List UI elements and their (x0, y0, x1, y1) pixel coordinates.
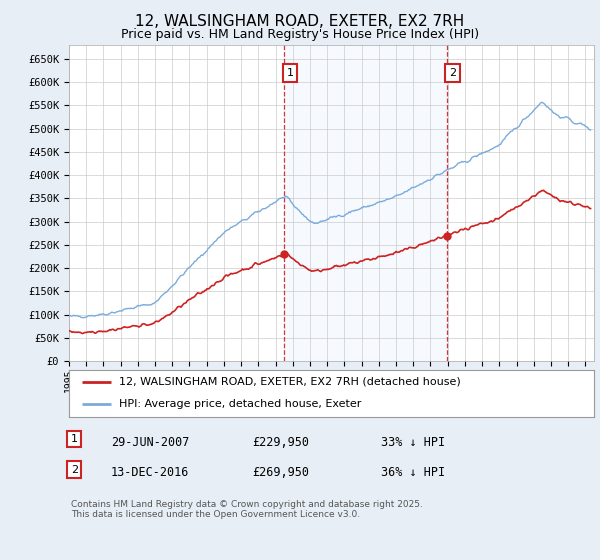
Text: 12, WALSINGHAM ROAD, EXETER, EX2 7RH (detached house): 12, WALSINGHAM ROAD, EXETER, EX2 7RH (de… (119, 376, 461, 386)
Text: 29-JUN-2007: 29-JUN-2007 (111, 436, 190, 449)
Text: £269,950: £269,950 (252, 466, 309, 479)
Text: 1: 1 (287, 68, 293, 78)
Text: 12, WALSINGHAM ROAD, EXETER, EX2 7RH: 12, WALSINGHAM ROAD, EXETER, EX2 7RH (136, 14, 464, 29)
Text: £229,950: £229,950 (252, 436, 309, 449)
Text: HPI: Average price, detached house, Exeter: HPI: Average price, detached house, Exet… (119, 399, 361, 409)
Text: 2: 2 (449, 68, 457, 78)
Text: Price paid vs. HM Land Registry's House Price Index (HPI): Price paid vs. HM Land Registry's House … (121, 28, 479, 41)
Text: 33% ↓ HPI: 33% ↓ HPI (381, 436, 445, 449)
Text: 2: 2 (71, 465, 78, 475)
Text: 36% ↓ HPI: 36% ↓ HPI (381, 466, 445, 479)
Text: 13-DEC-2016: 13-DEC-2016 (111, 466, 190, 479)
Text: 1: 1 (71, 434, 78, 444)
Bar (284, 45, 447, 361)
Text: Contains HM Land Registry data © Crown copyright and database right 2025.
This d: Contains HM Land Registry data © Crown c… (71, 500, 422, 519)
